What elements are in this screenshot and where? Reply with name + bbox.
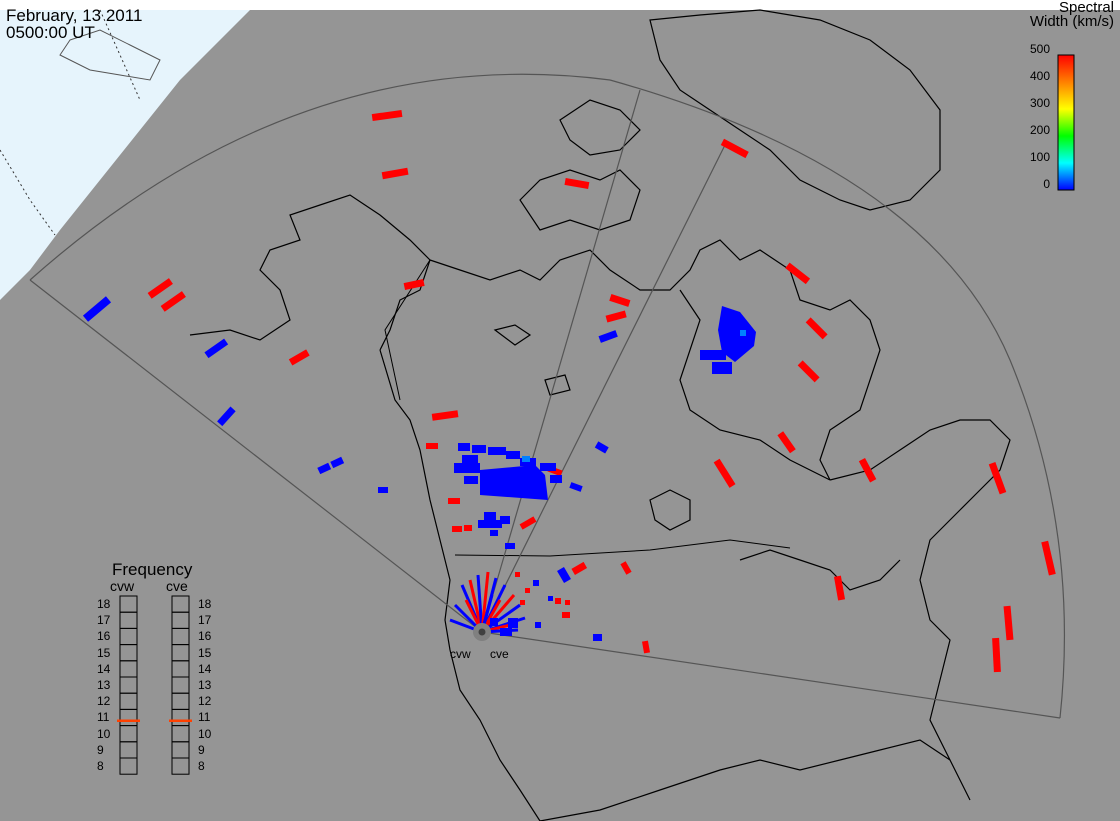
frequency-level-left: 9 [97, 742, 104, 757]
time-label: 0500:00 UT [6, 23, 95, 42]
colorbar-tick: 300 [1029, 96, 1050, 110]
frequency-level-right: 15 [198, 645, 212, 660]
frequency-title: Frequency [112, 560, 193, 579]
colorbar-tick: 400 [1029, 69, 1050, 83]
frequency-cve-label: cve [166, 578, 188, 594]
frequency-cvw-label: cvw [110, 578, 135, 594]
terminator-line-1 [0, 149, 56, 236]
colorbar-tick: 100 [1029, 150, 1050, 164]
top-margin-right [250, 0, 1120, 10]
radar-site-dot [478, 628, 486, 636]
colorbar-gradient [1057, 54, 1075, 191]
colorbar-tick: 0 [1043, 177, 1050, 191]
greenland-tip-outline [59, 29, 161, 81]
frequency-level-left: 18 [97, 597, 111, 611]
frequency-level-right: 14 [198, 661, 212, 676]
terminator-line-2 [99, 9, 141, 101]
frequency-level-left: 8 [97, 759, 104, 773]
frequency-level-left: 11 [97, 710, 110, 725]
frequency-level-left: 17 [97, 613, 111, 628]
frequency-level-left: 10 [97, 726, 111, 741]
top-margin [0, 0, 250, 10]
frequency-level-left: 13 [97, 678, 111, 692]
frequency-level-left: 15 [97, 645, 111, 660]
colorbar-tick: 500 [1029, 42, 1050, 56]
frequency-level-right: 10 [198, 726, 212, 741]
frequency-level-right: 8 [198, 759, 205, 773]
frequency-level-right: 16 [198, 629, 212, 644]
coastlines [189, 9, 1011, 821]
frequency-boxes [119, 595, 190, 775]
colorbar-title-line2: Width (km/s) [1029, 13, 1114, 30]
colorbar-tick: 200 [1029, 123, 1050, 137]
radar-label-cvw: cvw [450, 647, 471, 661]
frequency-level-right: 18 [198, 597, 212, 611]
date-label: February, 13 2011 [6, 6, 143, 25]
daylight-region [0, 0, 250, 300]
field-of-view [29, 73, 1065, 719]
frequency-level-right: 13 [198, 678, 212, 692]
frequency-level-right: 9 [198, 742, 205, 757]
frequency-level-right: 11 [198, 710, 211, 725]
frequency-level-left: 16 [97, 629, 111, 644]
frequency-level-right: 17 [198, 613, 212, 628]
radar-label-cve: cve [490, 647, 509, 661]
frequency-level-left: 14 [97, 661, 111, 676]
colorbar-title-line1: Spectral [1058, 0, 1114, 16]
frequency-box [119, 757, 138, 775]
frequency-level-left: 12 [97, 694, 111, 709]
frequency-box [171, 757, 190, 775]
data-cells [82, 109, 1056, 673]
frequency-level-right: 12 [198, 694, 212, 709]
